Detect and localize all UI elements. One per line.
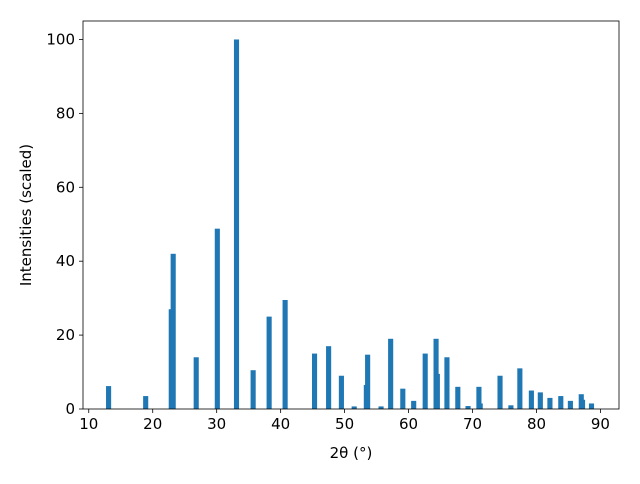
bar <box>465 406 471 409</box>
bar <box>365 354 371 409</box>
x-tick-label: 20 <box>143 415 162 433</box>
bar <box>326 346 332 409</box>
x-tick-label: 10 <box>79 415 98 433</box>
x-tick-label: 40 <box>271 415 290 433</box>
bar <box>517 368 523 409</box>
x-tick-label: 80 <box>527 415 546 433</box>
x-tick-label: 30 <box>207 415 226 433</box>
x-tick-label: 90 <box>591 415 610 433</box>
bar <box>434 373 440 409</box>
bar <box>311 353 318 409</box>
y-tick-label: 80 <box>56 104 75 122</box>
bar <box>378 406 384 409</box>
y-axis-label: Intensities (scaled) <box>17 144 35 286</box>
bar <box>528 390 534 409</box>
bar <box>143 396 149 409</box>
bar <box>351 406 357 409</box>
bar <box>497 375 503 409</box>
bar <box>106 386 112 409</box>
bar <box>567 400 573 409</box>
bar <box>476 386 482 409</box>
x-tick-label: 50 <box>335 415 354 433</box>
x-tick-label: 60 <box>399 415 418 433</box>
y-tick-label: 100 <box>46 30 75 48</box>
y-tick-label: 0 <box>65 400 75 418</box>
x-axis-label: 2θ (°) <box>330 444 373 462</box>
bar <box>422 353 428 409</box>
bar <box>338 375 344 409</box>
bar <box>250 370 256 409</box>
bar <box>282 299 288 409</box>
bar <box>233 39 240 409</box>
y-tick-label: 60 <box>56 178 75 196</box>
bar <box>170 253 176 409</box>
y-tick-label: 40 <box>56 252 75 270</box>
bar <box>193 357 199 409</box>
bar <box>588 403 595 409</box>
bar <box>477 403 483 409</box>
bar <box>558 396 564 409</box>
y-tick-label: 20 <box>56 326 75 344</box>
bar <box>547 397 553 409</box>
bar <box>455 386 461 409</box>
bar <box>508 405 514 409</box>
bar <box>214 228 220 409</box>
bar <box>579 399 586 409</box>
bar <box>444 357 450 409</box>
x-tick-label: 70 <box>463 415 482 433</box>
bar <box>411 400 417 409</box>
bar <box>400 388 406 409</box>
bar <box>537 392 543 409</box>
bar <box>266 316 272 409</box>
bar <box>388 338 394 409</box>
plot-frame <box>82 20 620 410</box>
